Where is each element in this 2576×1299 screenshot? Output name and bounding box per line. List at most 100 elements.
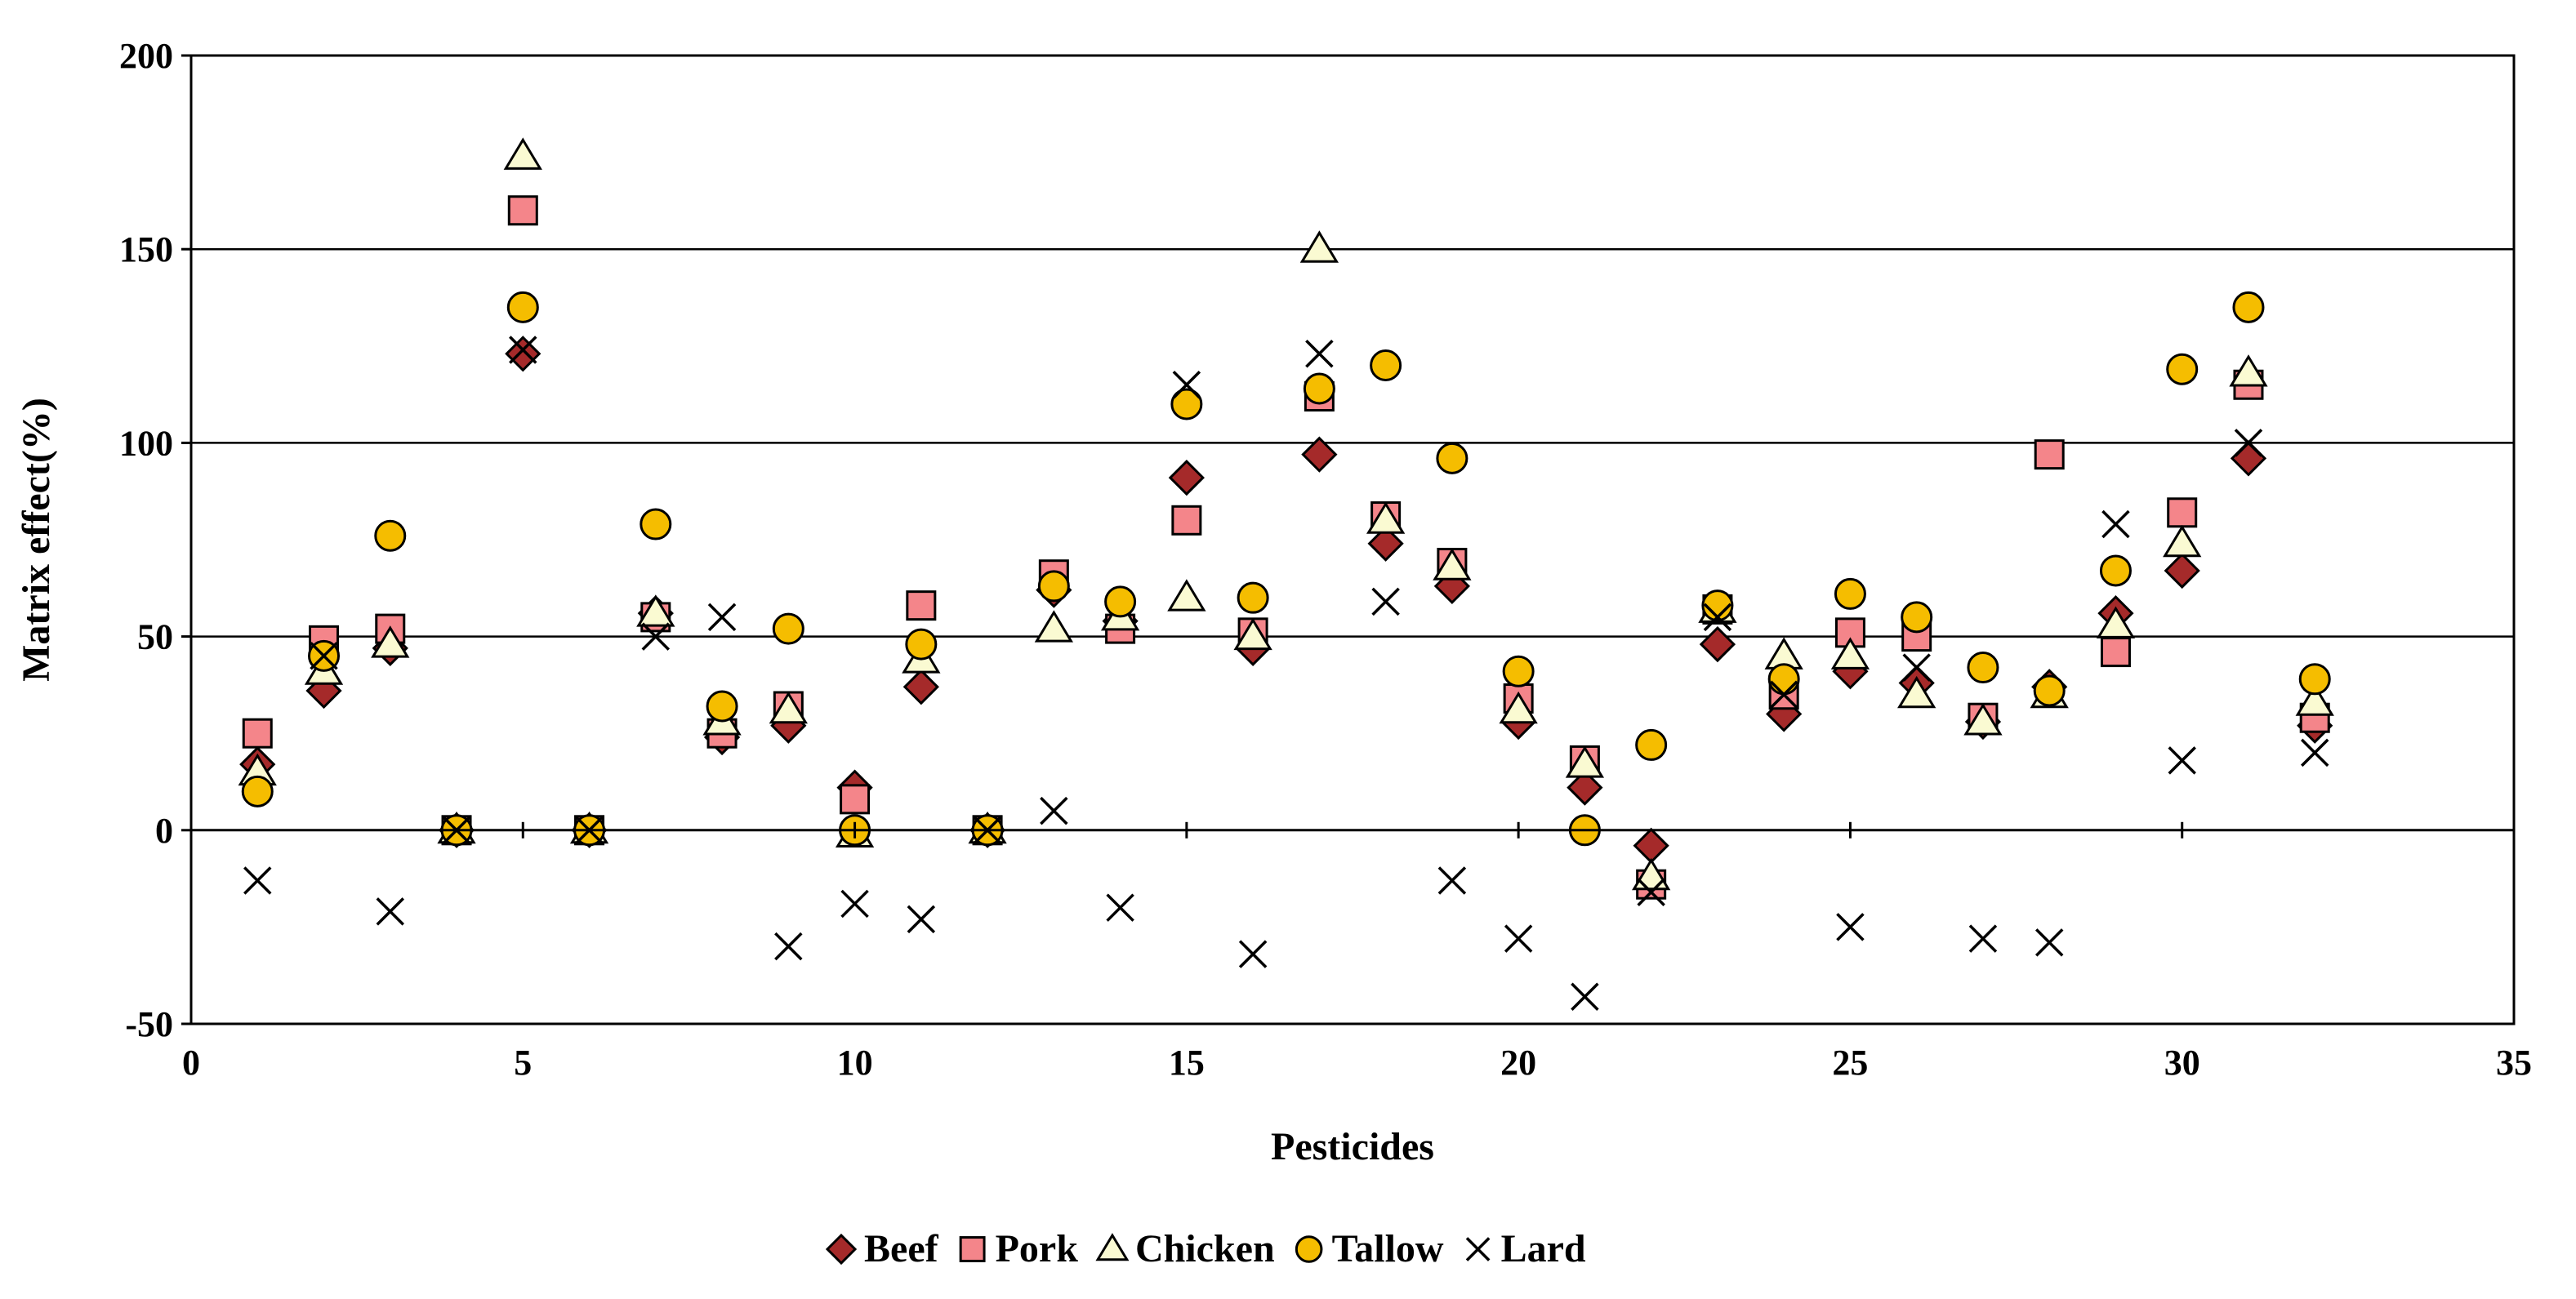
legend-label: Beef — [864, 1227, 939, 1270]
tallow-point — [2099, 554, 2132, 587]
legend-marker-tallow — [1295, 1235, 1323, 1263]
beef-point — [1699, 625, 1736, 663]
pork-point — [840, 784, 871, 815]
x-tick-label: 30 — [2164, 1043, 2200, 1083]
pork-point — [2034, 439, 2065, 470]
beef-point — [1633, 827, 1669, 864]
legend-item-chicken: Chicken — [1095, 1227, 1275, 1270]
legend-item-pork: Pork — [959, 1227, 1079, 1270]
chicken-point — [1299, 230, 1339, 263]
legend: Beef Pork Chicken Tallow Lard — [825, 1227, 1586, 1270]
y-axis-label: Matrix effect(%) — [15, 398, 58, 682]
legend-marker-lard — [1465, 1237, 1491, 1261]
lard-point — [641, 622, 671, 651]
lard-point — [840, 889, 869, 919]
chicken-point — [2295, 683, 2334, 716]
lard-point — [1703, 603, 1732, 632]
lard-point — [1305, 340, 1334, 368]
lard-point — [907, 905, 936, 934]
legend-marker-chicken — [1095, 1233, 1130, 1261]
lard-point — [376, 897, 405, 926]
legend-label: Tallow — [1332, 1227, 1444, 1270]
legend-label: Pork — [996, 1227, 1079, 1270]
chicken-point — [1830, 637, 1870, 670]
tallow-point — [1701, 589, 1734, 622]
x-axis-label: Pesticides — [1271, 1125, 1434, 1168]
tallow-point — [506, 291, 539, 323]
chicken-point — [1366, 501, 1406, 534]
legend-item-lard: Lard — [1465, 1227, 1586, 1270]
tallow-point — [706, 690, 738, 723]
chicken-point — [2163, 524, 2202, 558]
lard-point — [2035, 928, 2064, 957]
pork-point — [507, 195, 538, 226]
chicken-point — [636, 594, 675, 627]
legend-item-tallow: Tallow — [1295, 1227, 1444, 1270]
y-tick-label: 50 — [137, 617, 173, 657]
tallow-point — [1037, 570, 1070, 603]
chicken-point — [1499, 691, 1538, 724]
chicken-point — [1565, 745, 1605, 778]
chicken-point — [1233, 617, 1272, 651]
lard-point — [1172, 371, 1201, 399]
tallow-point — [1303, 372, 1335, 405]
tallow-point — [2298, 663, 2331, 696]
y-tick-label: 200 — [119, 36, 173, 76]
chicken-point — [371, 625, 410, 658]
tallow-point — [1967, 652, 1999, 684]
lard-point — [1238, 940, 1268, 968]
lard-point — [509, 336, 537, 364]
lard-point — [1836, 913, 1865, 941]
beef-point — [2164, 552, 2200, 589]
pork-point — [906, 590, 937, 621]
series-tallow — [241, 291, 2331, 847]
pork-point — [1171, 505, 1202, 536]
legend-item-beef: Beef — [825, 1227, 939, 1270]
x-tick-label: 10 — [837, 1043, 873, 1083]
beef-point — [1367, 525, 1404, 562]
tallow-point — [1436, 442, 1468, 474]
series-chicken — [238, 137, 2334, 891]
x-tick-label: 25 — [1832, 1043, 1868, 1083]
beef-point — [1567, 769, 1603, 806]
chicken-point — [1433, 548, 1472, 581]
tallow-point — [1635, 728, 1668, 761]
lard-point — [774, 932, 803, 961]
chicken-point — [2096, 606, 2136, 638]
legend-marker-beef — [825, 1233, 858, 1266]
lard-point — [2168, 746, 2196, 775]
legend-label: Chicken — [1135, 1227, 1275, 1270]
chicken-point — [2229, 354, 2268, 387]
pork-point — [2100, 637, 2131, 668]
y-tick-label: 100 — [119, 423, 173, 463]
beef-point — [1168, 459, 1205, 496]
lard-point — [2300, 738, 2329, 767]
chicken-point — [769, 691, 808, 724]
lard-point — [1106, 893, 1134, 922]
series-pork — [242, 195, 2330, 900]
chicken-point — [1897, 675, 1936, 709]
chicken-point — [503, 137, 542, 170]
tallow-point — [374, 519, 407, 552]
x-tick-label: 35 — [2496, 1043, 2532, 1083]
tallow-point — [1237, 581, 1269, 614]
beef-point — [902, 669, 939, 705]
lard-point — [2234, 429, 2263, 457]
lard-point — [1769, 680, 1798, 709]
x-tick-label: 5 — [514, 1043, 532, 1083]
lard-point — [1371, 587, 1400, 616]
tallow-point — [905, 628, 938, 661]
lard-point — [2101, 509, 2130, 539]
x-tick-label: 15 — [1169, 1043, 1205, 1083]
lard-point — [707, 603, 737, 632]
chicken-point — [1034, 610, 1073, 643]
lard-point — [243, 866, 272, 895]
beef-point — [1301, 436, 1338, 473]
tallow-point — [1901, 601, 1933, 634]
tallow-point — [2166, 353, 2199, 385]
series-lard — [243, 336, 2329, 1012]
lard-point — [1902, 653, 1931, 682]
lard-point — [310, 642, 338, 670]
